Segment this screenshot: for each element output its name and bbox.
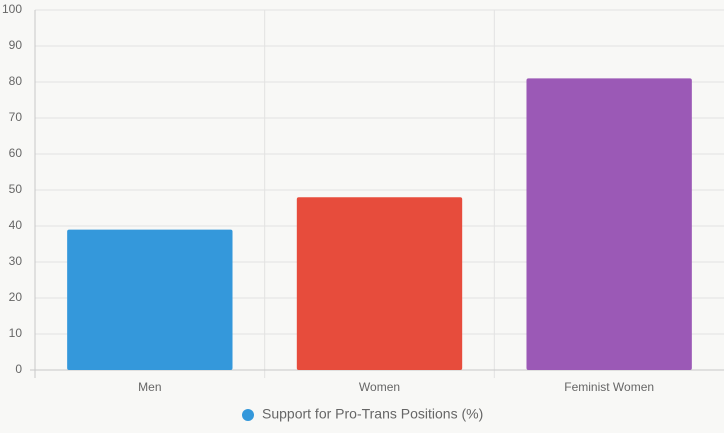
- y-tick-label: 80: [9, 74, 23, 88]
- y-tick-label: 20: [9, 290, 23, 304]
- y-tick-label: 30: [9, 254, 23, 268]
- y-tick-label: 70: [9, 110, 23, 124]
- y-tick-label: 50: [9, 182, 23, 196]
- y-tick-label: 90: [9, 38, 23, 52]
- x-tick-label: Men: [138, 380, 161, 394]
- legend-marker: [242, 409, 254, 421]
- x-tick-label: Feminist Women: [564, 380, 654, 394]
- y-tick-label: 40: [9, 218, 23, 232]
- x-tick-label: Women: [359, 380, 400, 394]
- y-tick-label: 10: [9, 326, 23, 340]
- legend-label: Support for Pro-Trans Positions (%): [262, 406, 483, 422]
- bar: [526, 78, 692, 371]
- bar: [296, 197, 463, 370]
- bar: [67, 229, 233, 370]
- y-tick-label: 60: [9, 146, 23, 160]
- y-tick-label: 0: [15, 362, 22, 376]
- y-tick-label: 100: [2, 2, 22, 16]
